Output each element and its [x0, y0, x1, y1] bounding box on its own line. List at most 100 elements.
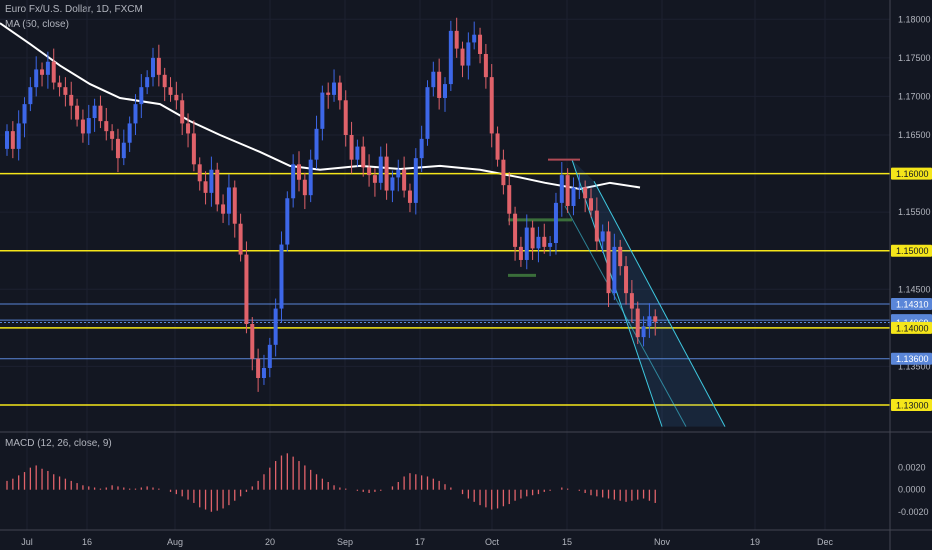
candle-body — [402, 169, 407, 191]
candle-body — [384, 156, 389, 191]
symbol-title: Euro Fx/U.S. Dollar, 1D, FXCM — [5, 4, 143, 15]
time-axis-tick-label: 19 — [750, 537, 760, 547]
candle-body — [28, 87, 33, 105]
price-axis-tick-label: 1.14500 — [898, 284, 931, 294]
candle-body — [548, 243, 553, 247]
candle-body — [553, 202, 558, 243]
candle-body — [524, 227, 529, 260]
candle-body — [5, 131, 9, 149]
macd-axis-tick-label: 0.0000 — [898, 485, 926, 495]
candle-body — [629, 293, 634, 309]
price-axis-tick-label: 1.17500 — [898, 53, 931, 63]
candle-body — [291, 164, 296, 199]
candle-body — [437, 71, 442, 98]
candle-body — [396, 169, 401, 178]
candle-body — [115, 138, 120, 159]
candle-body — [51, 61, 56, 83]
candle-body — [250, 324, 255, 359]
price-tag-label: 1.14000 — [896, 323, 929, 333]
candle-body — [285, 198, 290, 245]
candle-body — [431, 71, 436, 88]
candle-body — [156, 57, 161, 75]
candle-body — [530, 227, 535, 249]
time-axis-tick-label: Nov — [654, 537, 671, 547]
candle-body — [466, 42, 471, 66]
candle-body — [647, 316, 652, 327]
candle-body — [121, 142, 126, 159]
candle-body — [244, 254, 249, 324]
macd-indicator-label: MACD (12, 26, close, 9) — [5, 438, 112, 449]
macd-axis-tick-label: -0.0020 — [898, 507, 929, 517]
candle-body — [583, 187, 588, 199]
time-axis-tick-label: 15 — [562, 537, 572, 547]
price-tag-label: 1.15000 — [896, 246, 929, 256]
time-axis-tick-label: 17 — [415, 537, 425, 547]
candle-body — [180, 100, 185, 124]
candle-body — [308, 159, 313, 196]
candle-body — [577, 187, 582, 189]
candle-body — [407, 190, 412, 203]
channel-line — [564, 205, 687, 427]
candle-body — [413, 158, 418, 203]
candle-body — [606, 231, 611, 294]
candle-body — [209, 169, 214, 193]
channel-fill — [572, 159, 725, 427]
candle-body — [197, 164, 202, 182]
price-tag-label: 1.13600 — [896, 354, 929, 364]
candle-body — [145, 77, 150, 88]
candle-body — [600, 231, 605, 242]
ma-indicator-label: MA (50, close) — [5, 19, 69, 30]
candle-body — [343, 100, 348, 135]
time-axis-tick-label: Oct — [485, 537, 500, 547]
candle-body — [372, 175, 377, 183]
candle-body — [454, 30, 459, 49]
candle-body — [501, 159, 506, 186]
candle-body — [367, 167, 372, 176]
candle-body — [478, 34, 483, 54]
candle-body — [349, 135, 354, 160]
candle-body — [203, 181, 208, 193]
price-tag-label: 1.16000 — [896, 169, 929, 179]
time-axis-tick-label: Dec — [817, 537, 834, 547]
candle-body — [232, 187, 237, 224]
channel-line — [571, 159, 663, 427]
price-axis-tick-label: 1.13500 — [898, 361, 931, 371]
candle-body — [297, 164, 301, 180]
candle-body — [594, 210, 599, 242]
candle-body — [45, 61, 50, 75]
candle-body — [139, 87, 144, 105]
candle-body — [314, 128, 319, 160]
candle-body — [419, 138, 424, 159]
candle-body — [361, 146, 366, 168]
candle-body — [34, 69, 39, 88]
candle-body — [302, 179, 307, 196]
candle-body — [337, 82, 342, 101]
candle-body — [460, 48, 465, 66]
candle-body — [10, 131, 15, 149]
candle-body — [279, 244, 284, 309]
candle-body — [22, 104, 27, 124]
time-axis-tick-label: 20 — [265, 537, 275, 547]
candle-body — [127, 123, 132, 143]
candle-body — [489, 77, 494, 134]
time-axis-tick-label: Jul — [21, 537, 33, 547]
candle-body — [618, 246, 623, 267]
candle-body — [215, 169, 220, 205]
candle-body — [57, 82, 62, 88]
candle-body — [273, 308, 278, 345]
candle-body — [69, 94, 74, 106]
candle-body — [495, 133, 500, 160]
candle-body — [390, 177, 395, 191]
candle-body — [513, 213, 518, 247]
candle-body — [168, 87, 173, 95]
candle-body — [571, 187, 576, 206]
candle-body — [226, 187, 231, 214]
candle-body — [378, 156, 383, 183]
price-tag-label: 1.14310 — [896, 299, 929, 309]
candle-body — [355, 146, 360, 160]
candle-body — [320, 92, 325, 129]
price-tag-box — [891, 297, 932, 310]
candle-body — [221, 204, 226, 214]
candle-body — [256, 358, 261, 378]
